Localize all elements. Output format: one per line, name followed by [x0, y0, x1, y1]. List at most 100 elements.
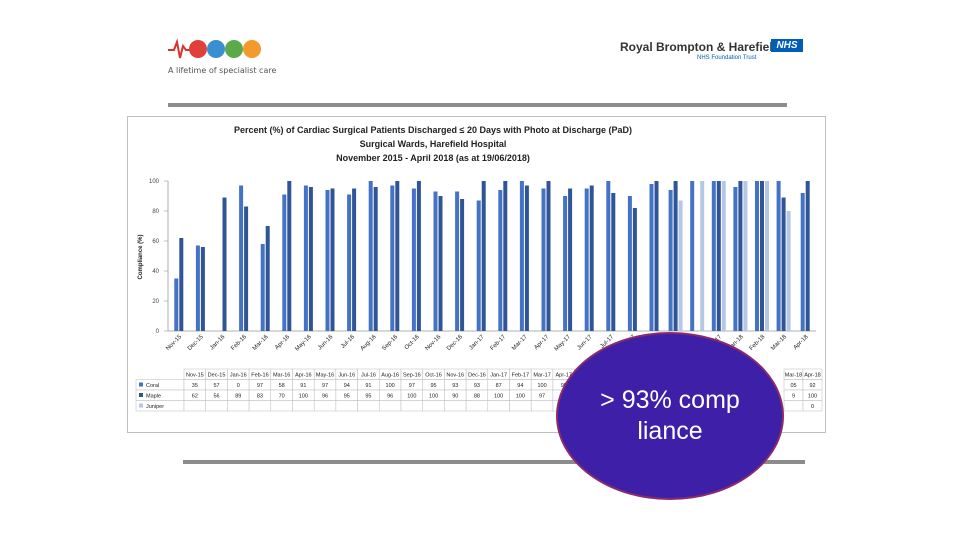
heart-icon [189, 40, 207, 58]
bar-maple [738, 181, 743, 331]
bar-maple [438, 196, 443, 331]
table-header-label: Mar-16 [273, 373, 290, 379]
table-cell [487, 400, 510, 412]
table-header-label: Apr-18 [804, 373, 821, 379]
x-tick-label: Nov-15 [165, 334, 183, 352]
x-tick-label: Dec-16 [446, 334, 464, 352]
bar-coral [303, 185, 308, 331]
y-tick-label: 0 [156, 329, 160, 335]
bar-coral [476, 200, 481, 331]
table-header-label: Jun-16 [338, 373, 355, 379]
table-cell [335, 400, 358, 412]
organisation-tagline: A lifetime of specialist care [168, 66, 277, 75]
bar-coral [455, 191, 460, 331]
table-cell-value: 70 [279, 394, 285, 400]
table-cell [183, 400, 206, 412]
bar-coral [498, 190, 503, 331]
table-cell [248, 400, 272, 412]
bar-maple [373, 187, 378, 331]
bar-coral [584, 188, 589, 331]
top-divider [168, 103, 787, 107]
x-tick-label: Feb-16 [230, 334, 248, 352]
organ-icon [225, 40, 243, 58]
table-cell-value: 92 [809, 383, 815, 389]
trust-name: Royal Brompton & Harefield [620, 40, 781, 54]
table-cell [205, 400, 228, 412]
x-tick-label: Jul-16 [340, 334, 356, 350]
chart-title-line: November 2015 - April 2018 (as at 19/06/… [336, 153, 530, 163]
compliance-callout: > 93% compliance [556, 332, 784, 500]
bar-maple [546, 181, 551, 331]
bar-coral [368, 181, 373, 331]
y-tick-label: 100 [149, 179, 160, 185]
y-axis-title: Compliance (%) [138, 234, 144, 279]
x-tick-label: Apr-18 [793, 334, 810, 351]
bar-juniper [786, 211, 791, 331]
x-tick-label: Jan-16 [209, 334, 227, 352]
legend-label: Coral [146, 383, 159, 389]
bar-maple [716, 181, 721, 331]
table-cell-value: 100 [429, 394, 438, 400]
table-cell [313, 400, 337, 412]
table-header-label: Jul-16 [361, 373, 376, 379]
bar-maple [568, 188, 573, 331]
table-cell-value: 100 [299, 394, 308, 400]
x-tick-label: Mar-17 [511, 334, 529, 352]
bar-maple [244, 206, 249, 331]
table-cell-value: 100 [386, 383, 395, 389]
y-tick-label: 60 [152, 239, 159, 245]
table-cell-value: 35 [192, 383, 198, 389]
bar-coral [282, 194, 287, 331]
table-cell-value: 56 [213, 394, 219, 400]
table-header-label: Oct-16 [425, 373, 442, 379]
table-cell-value: 100 [516, 394, 525, 400]
chart-title-line: Percent (%) of Cardiac Surgical Patients… [234, 125, 632, 135]
bar-maple [673, 181, 678, 331]
bar-coral [390, 185, 395, 331]
x-tick-label: Jun-16 [317, 334, 335, 352]
table-cell-value: 57 [213, 383, 219, 389]
table-cell-value: 9 [792, 394, 795, 400]
bar-coral [325, 190, 330, 331]
x-tick-label: Nov-16 [424, 334, 442, 352]
body-icon [243, 40, 261, 58]
table-cell-value: 62 [192, 394, 198, 400]
table-cell [227, 400, 250, 412]
table-header-label: Mar-17 [533, 373, 550, 379]
table-cell [465, 400, 489, 412]
table-header-label: Mar-18 [785, 373, 802, 379]
table-cell [783, 400, 804, 412]
trust-subtitle: NHS Foundation Trust [697, 55, 757, 61]
y-tick-label: 20 [152, 299, 159, 305]
bar-maple [287, 181, 292, 331]
bar-maple [805, 181, 810, 331]
table-cell-value: 87 [496, 383, 502, 389]
organisation-logo [168, 38, 261, 59]
bar-coral [755, 181, 759, 331]
x-tick-label: Mar-18 [770, 334, 788, 352]
bar-coral [519, 181, 524, 331]
bar-maple [330, 188, 335, 331]
bar-juniper [678, 200, 683, 331]
table-header-label: Aug-16 [381, 373, 399, 379]
legend-swatch [139, 403, 143, 408]
x-tick-label: Aug-16 [360, 334, 378, 352]
bar-maple [524, 185, 529, 331]
legend-label: Maple [146, 394, 161, 400]
table-cell-value: 91 [365, 383, 371, 389]
x-tick-label: Apr-17 [533, 334, 550, 351]
bar-maple [265, 226, 270, 331]
x-tick-label: Jun-17 [576, 334, 594, 352]
table-cell [802, 400, 823, 412]
compliance-chart: Percent (%) of Cardiac Surgical Patients… [135, 125, 823, 412]
y-tick-label: 80 [152, 209, 159, 215]
table-cell-value: 100 [808, 394, 817, 400]
bar-maple [222, 197, 227, 331]
y-tick-label: 40 [152, 269, 159, 275]
table-cell-value: 95 [344, 394, 350, 400]
table-header-label: Nov-16 [446, 373, 464, 379]
table-cell-value: 93 [474, 383, 480, 389]
x-tick-label: May-16 [294, 334, 313, 353]
x-tick-label: Feb-17 [490, 334, 508, 352]
table-cell-value: 90 [452, 394, 458, 400]
